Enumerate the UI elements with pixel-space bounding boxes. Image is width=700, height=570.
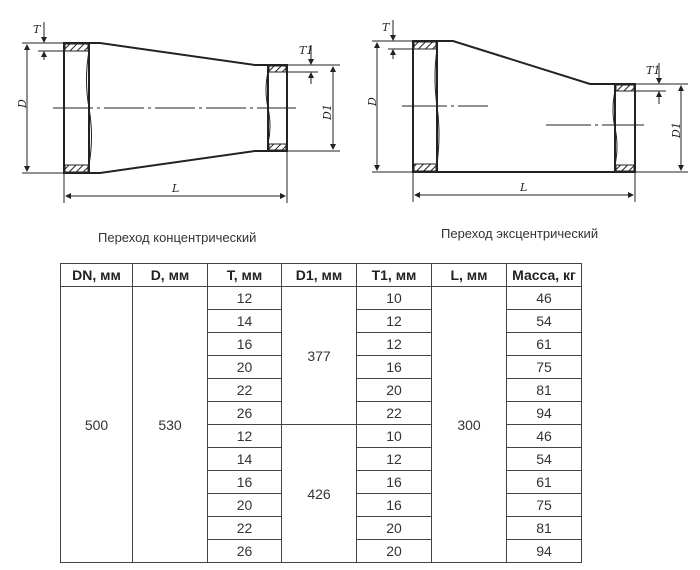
cell-mass: 61 <box>506 332 582 356</box>
cell-mass: 61 <box>506 470 582 494</box>
cell-t: 22 <box>207 378 282 402</box>
cell-mass: 75 <box>506 355 582 379</box>
table-row: 26 22 94 <box>61 401 582 425</box>
cell-t: 16 <box>207 332 282 356</box>
cell-l: 300 <box>431 286 507 563</box>
cell-t1: 10 <box>356 286 432 310</box>
cell-t1: 22 <box>356 401 432 425</box>
cell-t: 14 <box>207 309 282 333</box>
label-L: L <box>519 181 527 194</box>
eccentric-dimension-labels: T D T1 D1 L <box>366 21 683 194</box>
cell-mass: 46 <box>506 424 582 448</box>
cell-t1: 16 <box>356 493 432 517</box>
table-row: 500 530 12 377 10 300 46 <box>60 286 582 563</box>
cell-t: 20 <box>207 493 282 517</box>
cell-mass: 46 <box>506 286 582 310</box>
header-dn: DN, мм <box>60 263 133 287</box>
cell-t1: 12 <box>356 309 432 333</box>
cell-mass: 81 <box>506 516 582 540</box>
header-d: D, мм <box>132 263 208 287</box>
cell-d: 530 <box>132 286 208 563</box>
label-D: D <box>16 99 29 109</box>
table-row: 20 16 75 <box>61 355 582 379</box>
header-mass: Масса, кг <box>506 263 582 287</box>
cell-t1: 16 <box>356 470 432 494</box>
cell-t1: 12 <box>356 447 432 471</box>
cell-t1: 20 <box>356 516 432 540</box>
cell-mass: 75 <box>506 493 582 517</box>
table-row: 16 12 61 <box>61 332 582 356</box>
cell-mass: 94 <box>506 401 582 425</box>
cell-t: 12 <box>207 424 282 448</box>
label-T: T <box>33 23 42 36</box>
specs-table: DN, мм D, мм T, мм D1, мм T1, мм L, мм М… <box>60 263 582 563</box>
cell-dn: 500 <box>60 286 133 563</box>
label-D1: D1 <box>321 104 334 121</box>
label-T1: T1 <box>646 64 660 77</box>
cell-mass: 81 <box>506 378 582 402</box>
cell-d1: 377 <box>281 286 357 425</box>
cell-t: 12 <box>207 286 282 310</box>
cell-t: 26 <box>207 401 282 425</box>
cell-t1: 20 <box>356 539 432 563</box>
header-d1: D1, мм <box>281 263 357 287</box>
label-L: L <box>171 182 179 195</box>
table-row: 26 20 94 <box>61 539 582 563</box>
eccentric-reducer-drawing <box>372 20 688 202</box>
table-row: 22 20 81 <box>61 378 582 402</box>
cell-mass: 54 <box>506 447 582 471</box>
cell-t1: 10 <box>356 424 432 448</box>
cell-d1: 426 <box>281 424 357 563</box>
label-D: D <box>366 97 379 107</box>
label-T1: T1 <box>299 44 313 57</box>
cell-mass: 94 <box>506 539 582 563</box>
header-t: T, мм <box>207 263 282 287</box>
table-row: 14 12 54 <box>61 447 582 471</box>
table-row: 14 12 54 <box>61 309 582 333</box>
header-l: L, мм <box>431 263 507 287</box>
cell-t: 14 <box>207 447 282 471</box>
cell-t1: 20 <box>356 378 432 402</box>
label-D1: D1 <box>670 122 683 139</box>
header-t1: T1, мм <box>356 263 432 287</box>
concentric-reducer-drawing <box>22 22 340 203</box>
cell-mass: 54 <box>506 309 582 333</box>
cell-t1: 12 <box>356 332 432 356</box>
label-T: T <box>382 21 391 34</box>
concentric-dimension-labels: T D T1 D1 L <box>16 23 334 195</box>
eccentric-caption: Переход эксцентрический <box>441 226 599 241</box>
cell-t: 20 <box>207 355 282 379</box>
cell-t: 26 <box>207 539 282 563</box>
cell-t: 16 <box>207 470 282 494</box>
concentric-caption: Переход концентрический <box>98 230 257 245</box>
table-header-row: DN, мм D, мм T, мм D1, мм T1, мм L, мм М… <box>60 263 582 287</box>
drawings: T D T1 D1 L T D T1 D1 <box>16 20 688 203</box>
cell-t: 22 <box>207 516 282 540</box>
table-row: 12 426 10 46 <box>61 424 582 563</box>
cell-t1: 16 <box>356 355 432 379</box>
